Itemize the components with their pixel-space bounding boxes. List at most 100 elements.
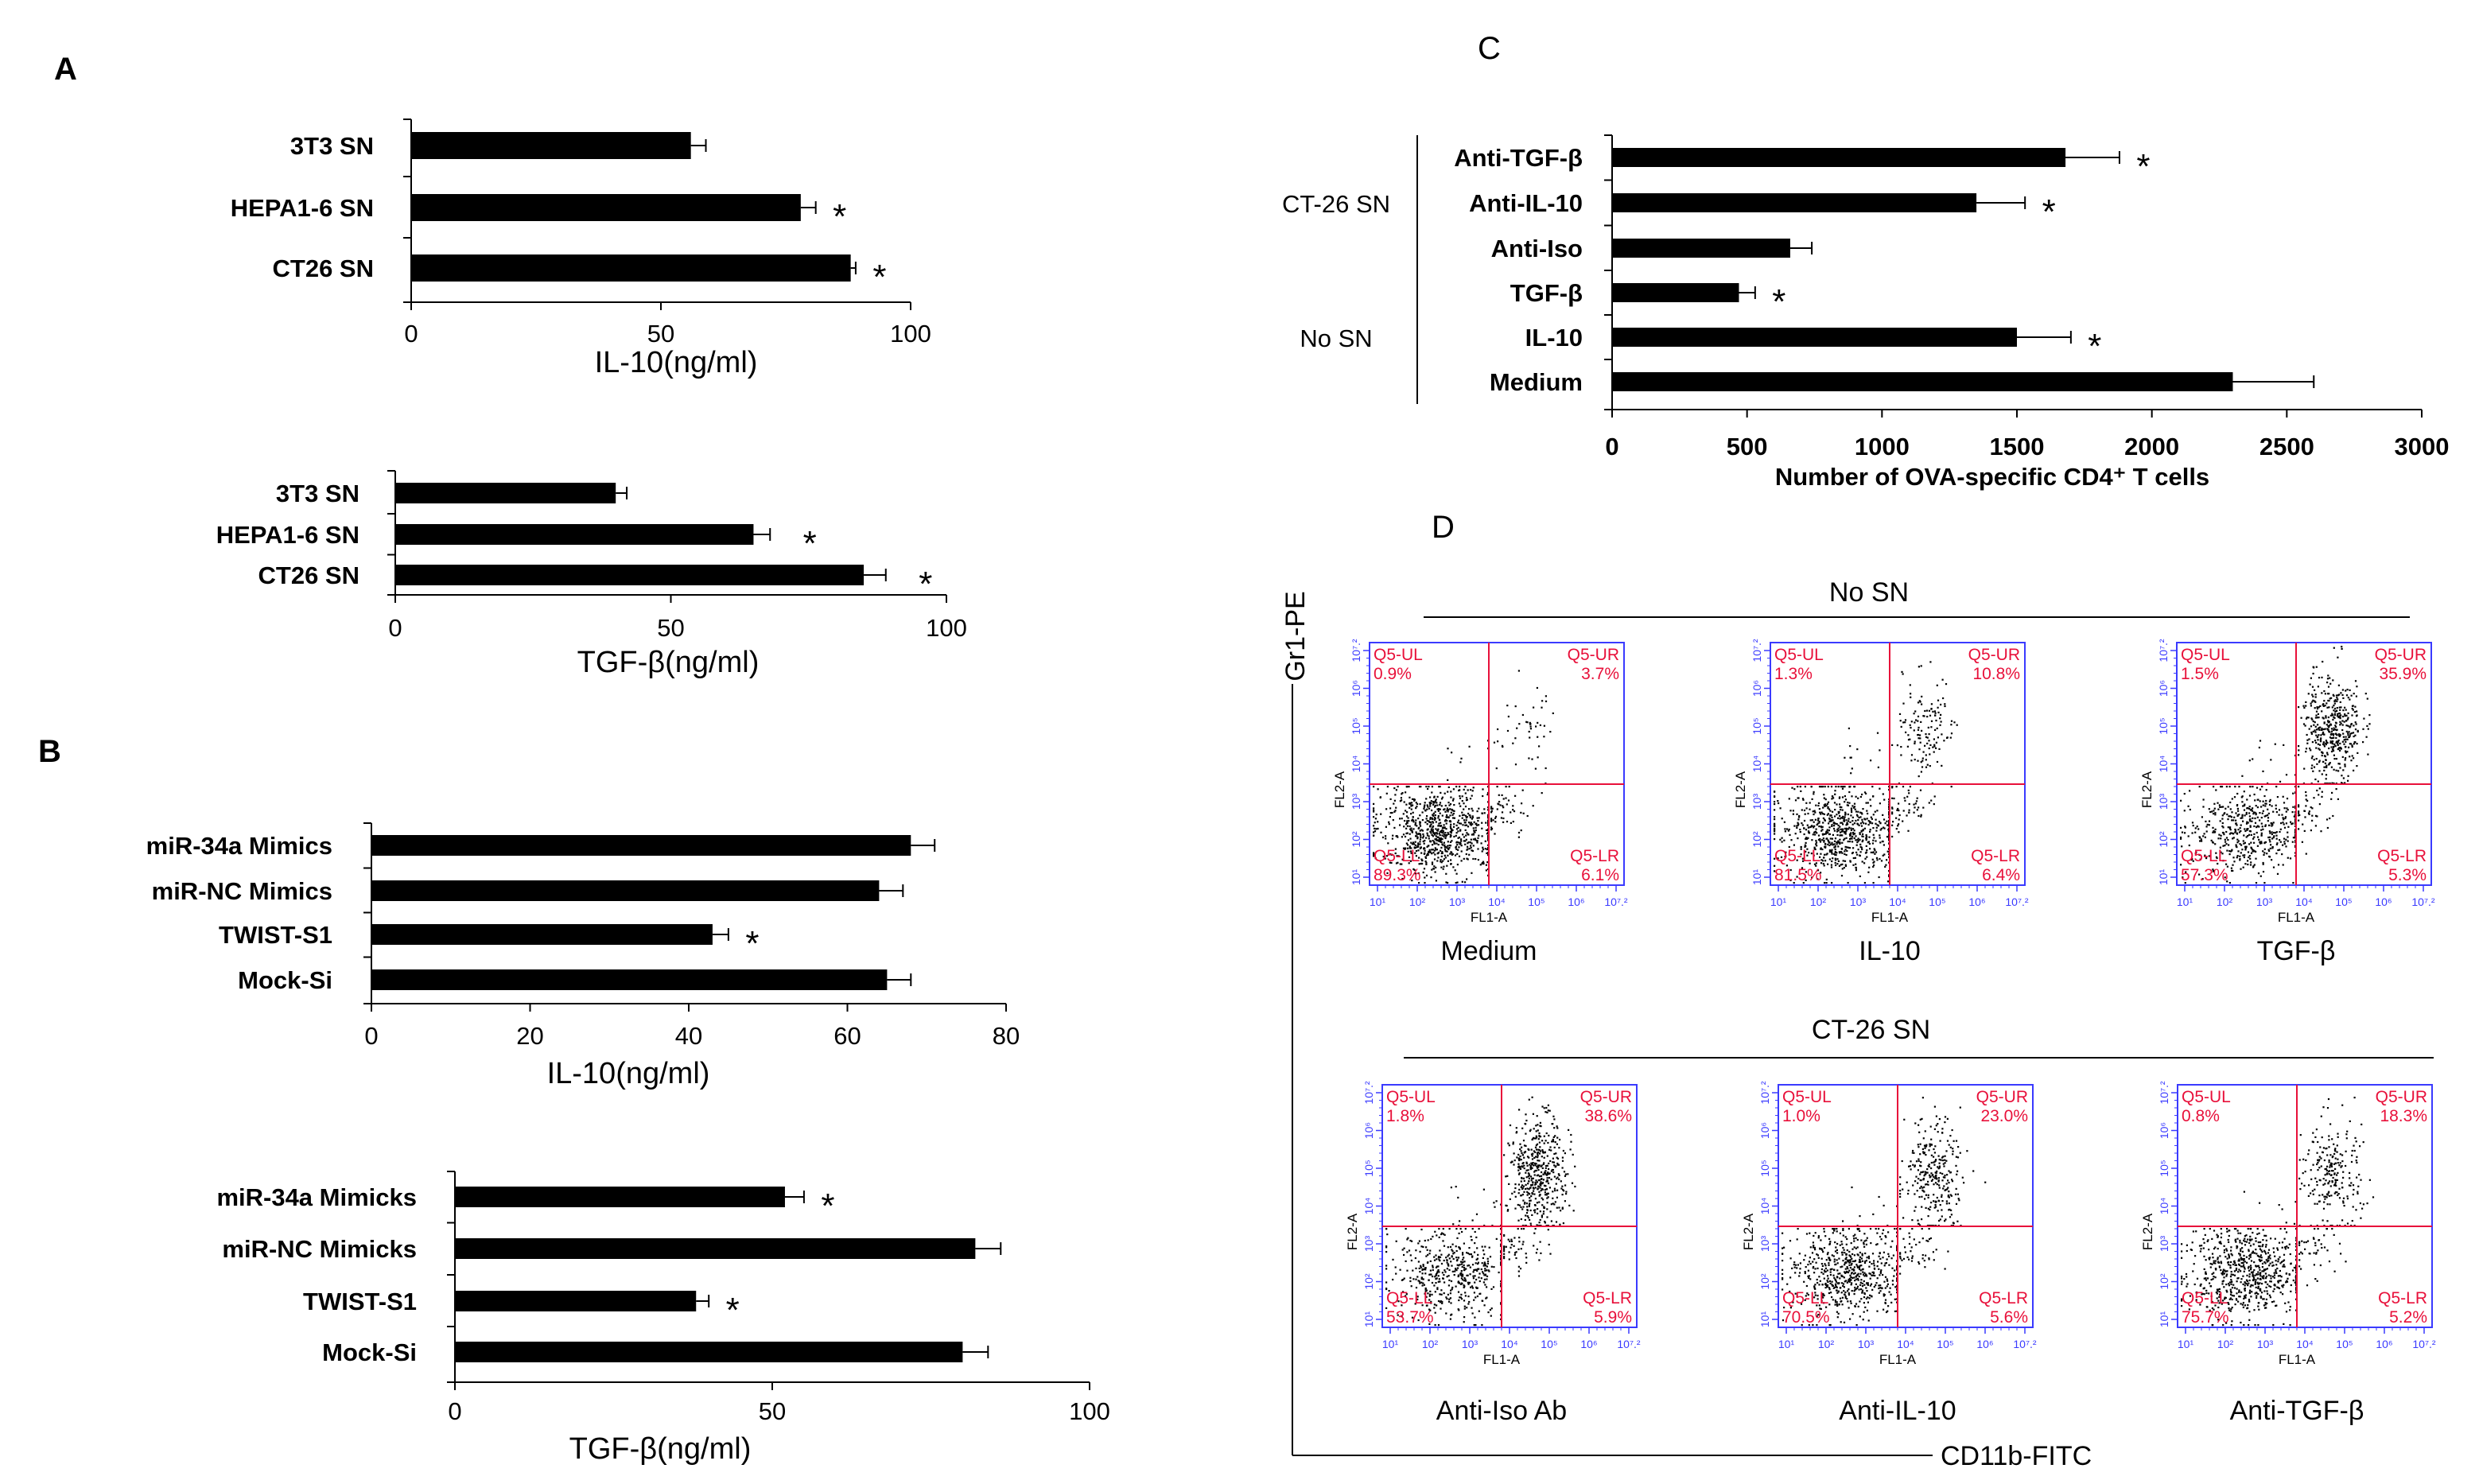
event-dot	[1865, 822, 1867, 825]
event-dot	[1883, 827, 1886, 829]
event-dot	[2238, 831, 2241, 833]
event-dot	[2275, 804, 2277, 806]
event-dot	[2310, 732, 2313, 735]
event-dot	[1419, 1271, 1421, 1273]
event-dot	[1389, 812, 1392, 814]
event-dot	[1437, 844, 1440, 846]
event-dot	[1521, 1146, 1523, 1148]
event-dot	[1824, 798, 1827, 801]
event-dot	[2251, 810, 2254, 812]
event-dot	[1544, 1189, 1546, 1191]
event-dot	[2300, 717, 2302, 719]
event-dot	[1835, 1279, 1837, 1281]
event-dot	[1533, 1156, 1536, 1160]
event-dot	[1816, 1278, 1818, 1281]
event-dot	[1484, 848, 1486, 850]
event-dot	[1898, 818, 1900, 821]
event-dot	[1815, 841, 1818, 844]
event-dot	[1897, 807, 1899, 810]
event-dot	[1478, 1272, 1481, 1275]
event-dot	[1849, 745, 1851, 748]
event-dot	[1468, 808, 1471, 810]
event-dot	[1884, 1302, 1886, 1304]
event-dot	[1830, 850, 1832, 853]
event-dot	[1472, 827, 1475, 829]
event-dot	[1412, 816, 1414, 818]
event-dot	[1875, 1282, 1878, 1284]
event-dot	[1527, 1169, 1529, 1171]
event-dot	[1397, 1300, 1400, 1303]
event-dot	[1850, 832, 1852, 834]
event-dot	[1443, 1269, 1446, 1272]
event-dot	[2225, 863, 2228, 865]
event-dot	[1395, 789, 1397, 791]
event-dot	[1476, 840, 1478, 842]
event-dot	[2214, 843, 2217, 845]
event-dot	[1379, 796, 1381, 798]
event-dot	[1417, 827, 1420, 829]
event-dot	[2311, 701, 2314, 703]
event-dot	[1442, 1277, 1444, 1280]
event-dot	[1826, 829, 1828, 831]
event-dot	[1803, 827, 1805, 829]
event-dot	[1425, 861, 1428, 864]
x-tick-label: 10⁷.²	[1617, 1338, 1641, 1350]
event-dot	[1432, 849, 1434, 851]
x-tick-label: 100	[1069, 1397, 1110, 1425]
y-tick-label: 10¹	[2157, 869, 2170, 886]
event-dot	[1828, 1264, 1830, 1266]
event-dot	[2326, 678, 2329, 680]
event-dot	[1520, 1248, 1522, 1250]
event-dot	[1374, 818, 1377, 820]
event-dot	[1395, 1272, 1397, 1275]
event-dot	[2246, 829, 2248, 831]
event-dot	[1930, 703, 1933, 705]
event-dot	[1774, 801, 1776, 803]
event-dot	[1522, 1177, 1525, 1179]
event-dot	[1439, 1301, 1441, 1303]
event-dot	[1882, 1257, 1884, 1259]
event-dot	[1433, 795, 1436, 798]
event-dot	[2354, 705, 2357, 708]
event-dot	[2333, 728, 2335, 732]
event-dot	[1852, 847, 1855, 849]
event-dot	[2226, 814, 2228, 816]
event-dot	[1476, 1295, 1478, 1298]
event-dot	[2278, 809, 2281, 811]
event-dot	[1933, 751, 1935, 753]
event-dot	[1782, 1288, 1784, 1291]
event-dot	[2245, 822, 2248, 825]
event-dot	[2244, 814, 2246, 817]
event-dot	[1828, 829, 1830, 832]
event-dot	[1446, 809, 1448, 811]
event-dot	[1834, 809, 1836, 811]
event-dot	[2201, 878, 2204, 880]
event-dot	[1529, 721, 1531, 724]
event-dot	[2322, 760, 2325, 763]
event-dot	[2330, 697, 2333, 699]
event-dot	[2305, 805, 2307, 807]
event-dot	[1920, 721, 1922, 723]
event-dot	[1446, 816, 1448, 818]
event-dot	[1428, 802, 1431, 804]
event-dot	[1859, 875, 1861, 877]
event-dot	[1405, 1260, 1407, 1262]
event-dot	[1933, 745, 1936, 748]
event-dot	[2227, 818, 2229, 821]
event-dot	[1464, 786, 1467, 788]
event-dot	[1437, 1299, 1440, 1303]
event-dot	[1883, 853, 1886, 856]
event-dot	[1420, 862, 1422, 865]
event-dot	[1848, 847, 1851, 849]
event-dot	[1832, 1268, 1836, 1271]
event-dot	[2234, 786, 2236, 788]
event-dot	[1823, 864, 1825, 867]
event-dot	[1412, 804, 1414, 806]
event-dot	[1819, 811, 1821, 814]
event-dot	[1428, 849, 1431, 851]
event-dot	[1505, 786, 1507, 788]
event-dot	[1451, 840, 1453, 842]
event-dot	[1562, 1188, 1564, 1191]
event-dot	[1405, 786, 1409, 788]
event-dot	[1530, 1195, 1533, 1198]
